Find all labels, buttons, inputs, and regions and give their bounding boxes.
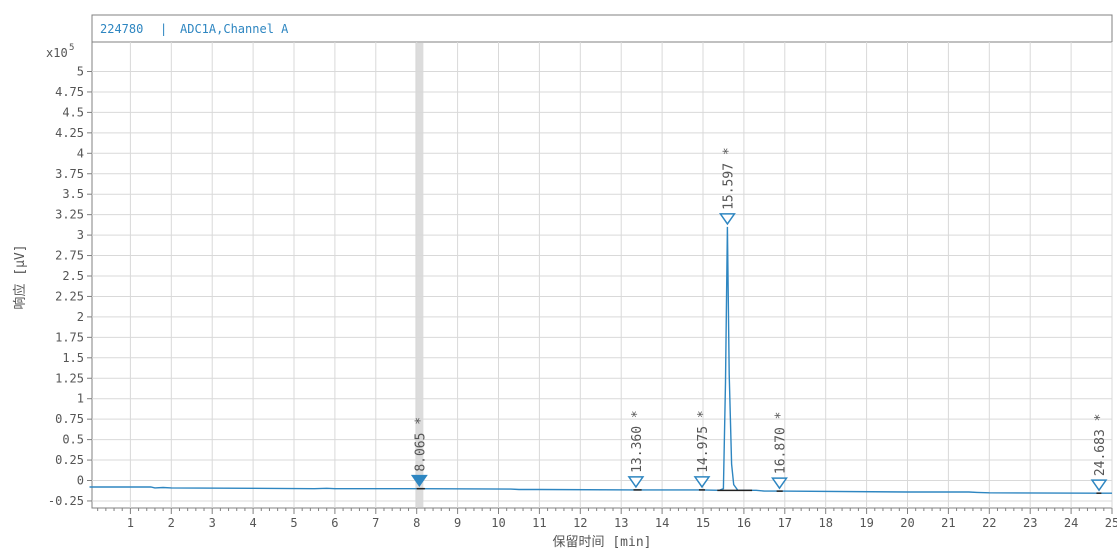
x-tick-label: 13 — [614, 516, 628, 530]
y-multiplier-exponent: 5 — [69, 43, 74, 53]
x-tick-label: 5 — [290, 516, 297, 530]
y-tick-label: 3.25 — [55, 208, 84, 222]
header-bar — [91, 14, 1113, 43]
y-tick-label: 2 — [77, 310, 84, 324]
y-tick-label: 4.75 — [55, 85, 84, 99]
x-axis-title: 保留时间 [min] — [553, 535, 652, 550]
x-tick-label: 18 — [818, 516, 832, 530]
y-tick-label: 2.5 — [62, 269, 84, 283]
header-sample-id: 224780 — [100, 22, 143, 36]
x-tick-label: 6 — [331, 516, 338, 530]
peak-marker-layer: 8.065 * 13.360 * 14.975 * 15.597 * 16.870 * 2… — [410, 147, 1108, 492]
y-tick-label: 3 — [77, 228, 84, 242]
peak-label: 24.683 * — [1093, 414, 1108, 477]
y-tick-label: 4.25 — [55, 126, 84, 140]
y-tick-label: -0.25 — [48, 494, 84, 508]
x-tick-label: 2 — [168, 516, 175, 530]
x-tick-label: 12 — [573, 516, 587, 530]
x-tick-label: 23 — [1023, 516, 1037, 530]
x-tick-label: 1 — [127, 516, 134, 530]
x-tick-label: 9 — [454, 516, 461, 530]
x-tick-label: 3 — [209, 516, 216, 530]
trace-layer — [89, 226, 1112, 494]
y-tick-label: 2.25 — [55, 289, 84, 303]
y-multiplier: x10 5 — [46, 43, 74, 60]
x-tick-label: 4 — [249, 516, 256, 530]
y-tick-label: 5 — [77, 65, 84, 79]
x-tick-label: 16 — [737, 516, 751, 530]
header-channel: ADC1A,Channel A — [180, 22, 289, 36]
peak-marker — [718, 213, 736, 226]
highlight-layer — [415, 43, 424, 507]
x-tick-label: 11 — [532, 516, 546, 530]
peak-label: 14.975 * — [696, 410, 711, 473]
x-tick-label: 15 — [696, 516, 710, 530]
y-tick-label: 2.75 — [55, 249, 84, 263]
peak-label: 13.360 * — [630, 410, 645, 473]
header-separator: | — [160, 22, 167, 36]
x-tick-label: 21 — [941, 516, 955, 530]
x-tick-label: 19 — [859, 516, 873, 530]
peak-marker — [627, 476, 645, 489]
y-tick-label: 1 — [77, 392, 84, 406]
highlight-band — [415, 43, 424, 507]
x-tick-label: 17 — [778, 516, 792, 530]
x-tick-label: 25 — [1105, 516, 1117, 530]
peak-label: 16.870 * — [773, 412, 788, 475]
y-tick-label: 3.75 — [55, 167, 84, 181]
x-tick-label: 24 — [1064, 516, 1078, 530]
y-tick-label: 0.75 — [55, 412, 84, 426]
peak-label: 15.597 * — [721, 147, 736, 210]
y-multiplier-base: x10 — [46, 46, 68, 60]
y-tick-label: 0 — [77, 474, 84, 488]
y-tick-label: 1.5 — [62, 351, 84, 365]
y-tick-label: 1.25 — [55, 371, 84, 385]
y-axis-title: 响应 [µV] — [12, 244, 28, 309]
x-tick-label: 10 — [491, 516, 505, 530]
series-line — [89, 226, 1112, 494]
y-tick-label: 0.5 — [62, 433, 84, 447]
grid-layer — [92, 42, 1113, 508]
peak-marker — [1090, 479, 1108, 492]
chart-header: 224780 | ADC1A,Channel A — [91, 14, 1113, 43]
y-tick-label: 0.25 — [55, 453, 84, 467]
tick-label-layer: 1 2 3 4 5 6 7 8 9 10 11 12 13 14 15 16 17 18 19 20 21 22 23 24 2… — [48, 65, 1117, 531]
peak-marker — [771, 477, 788, 490]
x-tick-label: 22 — [982, 516, 996, 530]
x-tick-label: 7 — [372, 516, 379, 530]
y-tick-label: 1.75 — [55, 330, 84, 344]
x-tick-label: 8 — [413, 516, 420, 530]
peak-marker — [693, 476, 711, 489]
y-tick-label: 4 — [77, 146, 84, 160]
x-tick-label: 20 — [900, 516, 914, 530]
y-tick-label: 4.5 — [62, 105, 84, 119]
peak-label: 8.065 * — [413, 417, 428, 472]
y-tick-label: 3.5 — [62, 187, 84, 201]
x-tick-label: 14 — [655, 516, 669, 530]
peak-marker — [410, 474, 428, 487]
